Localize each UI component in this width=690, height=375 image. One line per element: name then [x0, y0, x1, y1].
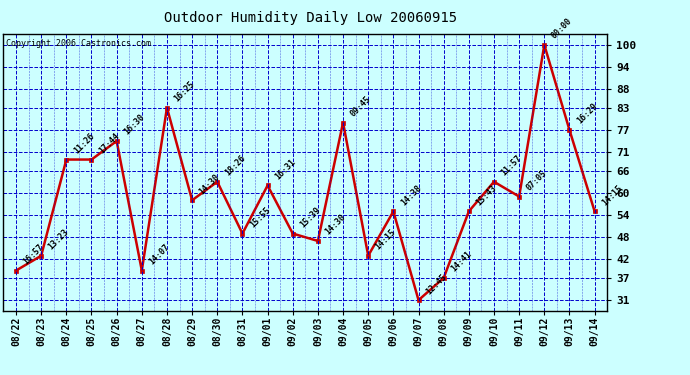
Text: 14:30: 14:30: [197, 172, 221, 196]
Text: 16:57: 16:57: [21, 242, 46, 266]
Text: 16:29: 16:29: [575, 102, 599, 126]
Text: 16:30: 16:30: [122, 113, 146, 137]
Text: 11:57: 11:57: [500, 153, 524, 178]
Text: 18:26: 18:26: [223, 153, 247, 178]
Text: Outdoor Humidity Daily Low 20060915: Outdoor Humidity Daily Low 20060915: [164, 11, 457, 25]
Text: 09:45: 09:45: [348, 94, 373, 118]
Text: 07:05: 07:05: [524, 168, 549, 192]
Text: 17:44: 17:44: [97, 131, 121, 155]
Text: 12:45: 12:45: [424, 272, 448, 296]
Text: 15:39: 15:39: [298, 206, 322, 230]
Text: 14:41: 14:41: [449, 250, 473, 274]
Text: 16:31: 16:31: [273, 157, 297, 181]
Text: 14:07: 14:07: [148, 242, 171, 266]
Text: 13:23: 13:23: [47, 228, 71, 252]
Text: Copyright 2006 Castronics.com: Copyright 2006 Castronics.com: [6, 39, 152, 48]
Text: 15:55: 15:55: [248, 206, 272, 230]
Text: 14:38: 14:38: [399, 183, 423, 207]
Text: 14:15: 14:15: [600, 183, 624, 207]
Text: 00:00: 00:00: [550, 16, 574, 40]
Text: 15:43: 15:43: [475, 183, 498, 207]
Text: 11:26: 11:26: [72, 131, 96, 155]
Text: 16:25: 16:25: [172, 80, 197, 104]
Text: 14:30: 14:30: [324, 213, 348, 237]
Text: 14:15: 14:15: [374, 228, 398, 252]
